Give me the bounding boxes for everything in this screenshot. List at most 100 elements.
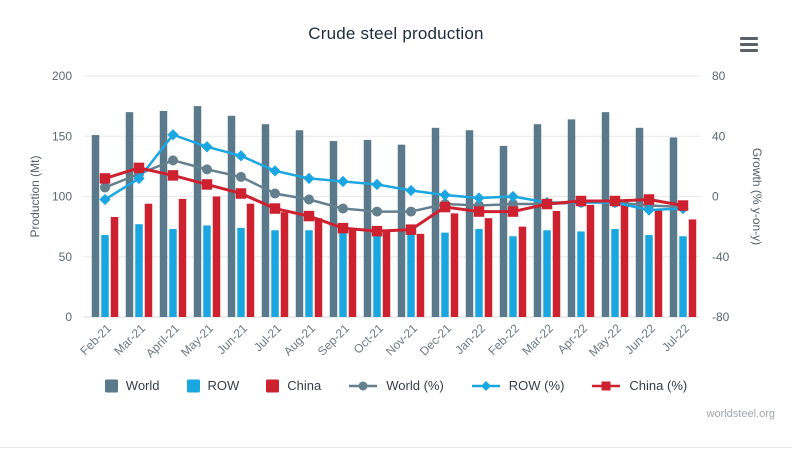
line-world-pctpctpct xyxy=(104,159,684,213)
x-axis-label: April-21 xyxy=(143,321,182,360)
marker-row-pctpctpct-feb-22 xyxy=(507,190,519,203)
x-axis-label: Jun-21 xyxy=(214,321,250,357)
bar-china-jun-21 xyxy=(246,203,255,317)
bar-world-sep-21 xyxy=(329,141,338,317)
bar-world-jun-22 xyxy=(635,127,644,317)
left-axis-tick-label: 50 xyxy=(59,250,73,264)
right-axis-tick-label: -40 xyxy=(712,250,730,264)
marker-row-pctpctpct-jan-22 xyxy=(473,192,485,204)
bar-world-mar-22 xyxy=(533,124,542,317)
legend-label-china: China xyxy=(287,378,322,393)
marker-china-pctpctpct-jul-22 xyxy=(677,200,689,211)
bar-row-mar-21 xyxy=(135,224,143,317)
bar-world-may-21 xyxy=(193,106,202,317)
legend-swatch-row-pctpctpct xyxy=(471,380,500,391)
hamburger-menu-icon[interactable] xyxy=(740,37,760,52)
marker-china-pctpctpct-oct-21 xyxy=(371,225,383,237)
legend-item-row[interactable]: ROW xyxy=(186,378,239,393)
legend-item-row-pctpctpct[interactable]: ROW (%) xyxy=(471,378,565,393)
source-link[interactable]: worldsteel.org xyxy=(706,408,775,420)
bar-row-jul-22 xyxy=(679,236,687,317)
bar-row-jun-21 xyxy=(237,227,245,317)
bar-world-april-21 xyxy=(159,110,168,317)
marker-row-pctpctpct-oct-21 xyxy=(371,178,383,191)
marker-row-pctpctpct-jun-22 xyxy=(643,204,655,216)
x-axis-label: Mar-21 xyxy=(111,321,148,358)
right-axis-tick-label: 0 xyxy=(712,190,719,204)
bar-row-nov-21 xyxy=(407,232,415,317)
x-axis-label: May-22 xyxy=(586,321,624,359)
marker-world-pctpctpct-oct-21 xyxy=(372,206,382,217)
marker-world-pctpctpct-feb-21 xyxy=(100,182,110,193)
marker-china-pctpctpct-apr-22 xyxy=(575,195,587,207)
bar-world-jun-21 xyxy=(227,115,236,317)
menu-bar xyxy=(740,49,758,52)
bar-china-sep-21 xyxy=(348,229,357,317)
legend-item-china-pctpctpct[interactable]: China (%) xyxy=(591,378,687,393)
marker-china-pctpctpct-may-21 xyxy=(201,179,213,190)
bar-china-may-21 xyxy=(212,196,221,317)
legend-label-world: World xyxy=(125,378,160,393)
bar-china-feb-22 xyxy=(518,226,527,317)
line-row-pctpctpct xyxy=(104,133,684,212)
legend-label-china-pctpctpct: China (%) xyxy=(629,378,688,393)
right-axis-tick-label: 40 xyxy=(712,129,726,143)
bar-china-mar-22 xyxy=(552,210,561,317)
x-axis-label: Jan-22 xyxy=(452,321,488,357)
left-axis-tick-label: 100 xyxy=(52,190,72,204)
left-axis-title: Production (Mt) xyxy=(28,155,42,237)
marker-row-pctpctpct-jun-21 xyxy=(235,150,247,162)
x-axis-label: Mar-22 xyxy=(519,321,556,358)
marker-china-pctpctpct-april-21 xyxy=(167,170,179,181)
bar-china-jun-22 xyxy=(654,208,663,317)
menu-bar xyxy=(740,43,758,46)
bar-row-aug-21 xyxy=(305,230,313,317)
bar-world-feb-21 xyxy=(91,135,100,317)
bar-world-oct-21 xyxy=(363,139,372,317)
legend-label-world-pctpctpct: World (%) xyxy=(386,378,444,393)
right-axis-tick-label: 80 xyxy=(712,69,726,83)
bar-china-nov-21 xyxy=(416,233,425,317)
marker-china-pctpctpct-jan-22 xyxy=(473,206,485,217)
bar-world-mar-21 xyxy=(125,112,134,318)
marker-row-pctpctpct-april-21 xyxy=(167,129,179,141)
legend-item-world[interactable]: World xyxy=(104,378,160,393)
bar-row-may-21 xyxy=(203,225,211,317)
marker-china-pctpctpct-feb-21 xyxy=(99,173,111,184)
marker-world-pctpctpct-april-21 xyxy=(168,155,178,166)
left-axis-tick-label: 150 xyxy=(52,129,72,143)
legend-swatch-china xyxy=(266,379,280,392)
bar-row-apr-22 xyxy=(577,231,585,317)
bar-china-april-21 xyxy=(178,198,187,317)
legend-item-china[interactable]: China xyxy=(266,378,321,393)
legend-item-world-pctpctpct[interactable]: World (%) xyxy=(348,378,444,393)
bar-row-may-22 xyxy=(611,229,619,317)
legend-swatch-row xyxy=(186,379,200,392)
bar-china-jan-22 xyxy=(484,218,493,317)
marker-world-pctpctpct-nov-21 xyxy=(406,206,416,217)
x-axis-label: Jul-22 xyxy=(659,321,692,354)
marker-china-pctpctpct-sep-21 xyxy=(337,222,349,234)
combo-chart: 0 50 100 150 200 -80 -40 0 40 80 Production (Mt) Gr… xyxy=(28,69,764,360)
bar-china-jul-22 xyxy=(688,219,697,317)
bar-row-feb-21 xyxy=(101,235,109,317)
bar-row-jun-22 xyxy=(645,235,653,317)
bar-china-feb-21 xyxy=(110,216,119,317)
marker-row-pctpctpct-mar-21 xyxy=(133,172,145,185)
marker-world-pctpctpct-jun-21 xyxy=(236,171,246,182)
x-axis-label: Jun-22 xyxy=(622,321,658,357)
marker-row-pctpctpct-aug-21 xyxy=(303,172,315,185)
marker-row-pctpctpct-jul-21 xyxy=(269,165,281,177)
bar-world-dec-21 xyxy=(431,127,440,317)
bar-china-dec-21 xyxy=(450,213,459,317)
x-axis-label: Apr-22 xyxy=(555,321,591,357)
bar-world-jan-22 xyxy=(465,130,474,317)
bottom-divider xyxy=(0,447,792,448)
marker-china-pctpctpct-aug-21 xyxy=(303,210,315,222)
legend-swatch-world-pctpctpct xyxy=(349,381,378,390)
legend-label-row-pctpctpct: ROW (%) xyxy=(508,378,565,393)
x-axis-label: Nov-21 xyxy=(383,321,420,358)
marker-china-pctpctpct-mar-21 xyxy=(133,162,145,174)
marker-china-pctpctpct-dec-21 xyxy=(439,201,451,213)
